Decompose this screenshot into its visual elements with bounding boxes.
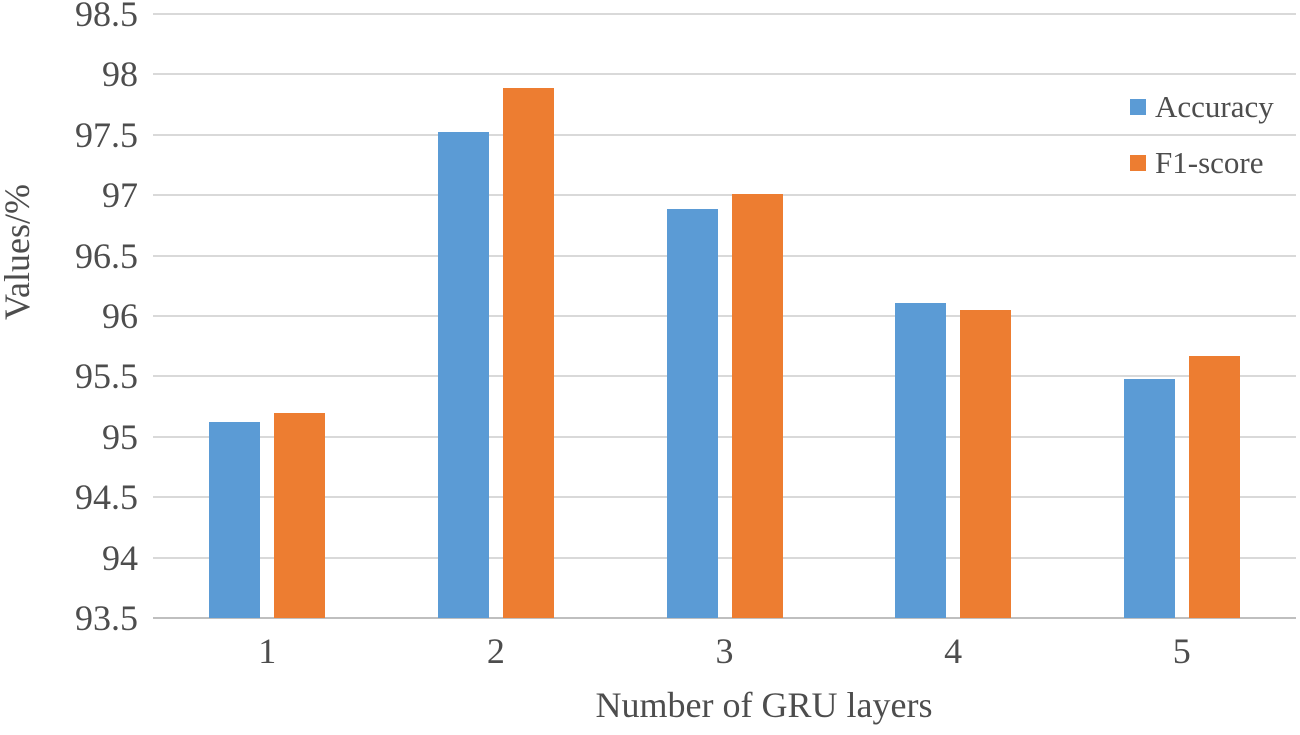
x-tick-label: 2 [486, 631, 505, 671]
y-tick-label: 94 [102, 537, 138, 578]
gridline [153, 73, 1296, 76]
legend-label: Accuracy [1155, 89, 1274, 124]
y-tick-label: 95.5 [75, 356, 138, 397]
y-tick-label: 96 [102, 296, 138, 336]
gridline [153, 13, 1296, 15]
gridline [153, 133, 1296, 136]
y-tick-label: 97 [102, 175, 138, 216]
x-tick-label: 4 [944, 631, 963, 671]
legend-item-f1-score: F1-score [1130, 147, 1274, 179]
bar-f1-score-3 [731, 194, 783, 618]
legend-label: F1-score [1155, 145, 1264, 180]
x-axis-line [153, 617, 1296, 619]
bar-f1-score-1 [274, 412, 326, 618]
legend-swatch [1130, 155, 1146, 171]
legend-item-accuracy: Accuracy [1130, 91, 1274, 123]
legend-swatch [1130, 99, 1146, 115]
x-tick-label: 3 [715, 631, 734, 671]
y-tick-label: 98.5 [75, 0, 138, 34]
bar-accuracy-4 [895, 302, 947, 618]
y-tick-label: 94.5 [75, 477, 138, 518]
bar-f1-score-4 [960, 309, 1012, 618]
gridline [153, 194, 1296, 197]
x-tick-label: 1 [258, 631, 277, 671]
gridline [153, 435, 1296, 438]
y-tick-label: 96.5 [75, 235, 138, 276]
bar-f1-score-2 [502, 87, 554, 618]
y-axis-title: Values/% [0, 184, 37, 320]
bar-accuracy-5 [1123, 378, 1175, 618]
y-tick-label: 93.5 [75, 598, 138, 638]
gridline [153, 556, 1296, 559]
gridline [153, 496, 1296, 499]
gridline [153, 254, 1296, 257]
x-tick-label: 5 [1172, 631, 1191, 671]
legend: Accuracy F1-score [1130, 91, 1274, 203]
y-tick-label: 98 [102, 54, 138, 95]
gridline [153, 375, 1296, 378]
bar-accuracy-1 [209, 422, 261, 618]
y-tick-label: 97.5 [75, 114, 138, 155]
y-tick-label: 95 [102, 416, 138, 457]
gridline [153, 315, 1296, 317]
x-axis-title: Number of GRU layers [595, 685, 933, 725]
bar-accuracy-3 [666, 208, 718, 618]
plot-area [153, 13, 1296, 619]
bar-accuracy-2 [437, 132, 489, 618]
bar-f1-score-5 [1188, 355, 1240, 618]
